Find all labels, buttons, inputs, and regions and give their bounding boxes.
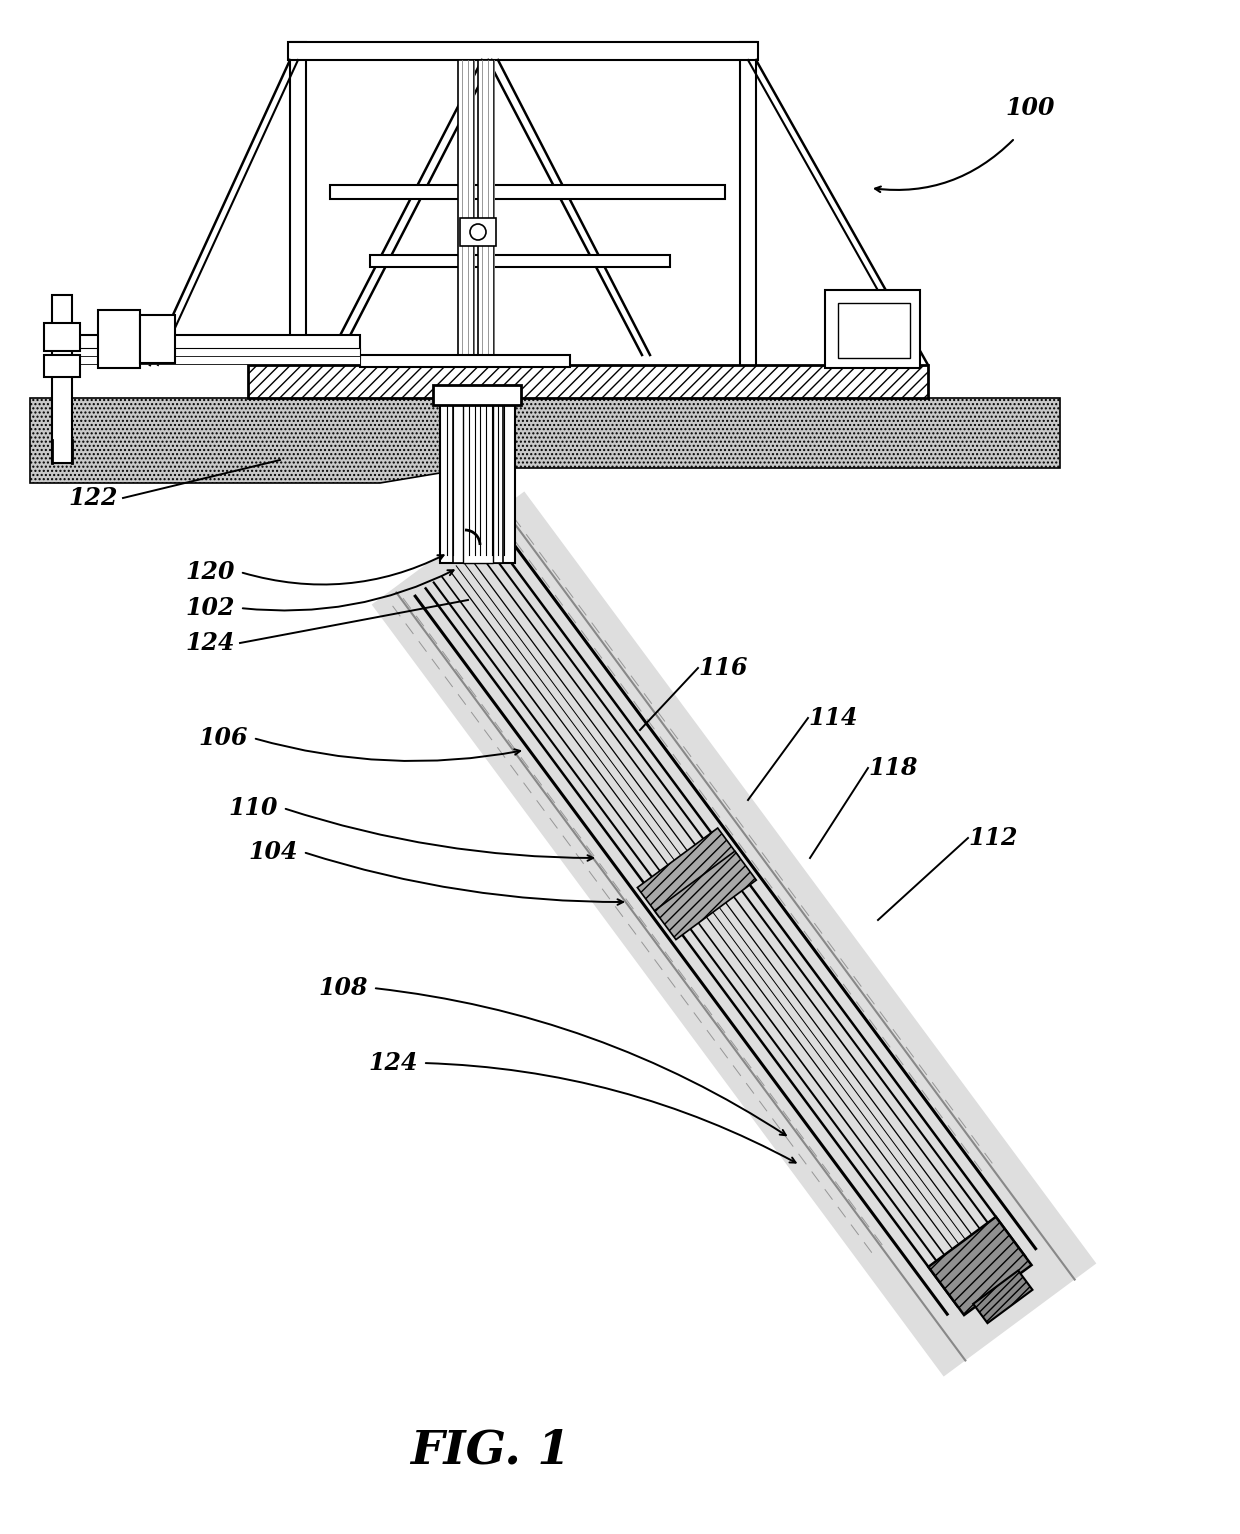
Text: FIG. 1: FIG. 1 <box>410 1427 570 1473</box>
Polygon shape <box>372 491 1096 1376</box>
Polygon shape <box>929 1216 1032 1315</box>
Bar <box>433 385 521 405</box>
Bar <box>825 290 920 368</box>
Bar <box>477 60 494 397</box>
Bar <box>360 354 570 367</box>
Bar <box>453 394 503 563</box>
Text: 106: 106 <box>198 726 248 750</box>
Bar <box>52 295 72 463</box>
Polygon shape <box>973 1270 1033 1324</box>
Text: 104: 104 <box>248 841 298 864</box>
Bar <box>248 365 928 397</box>
Bar <box>290 41 306 367</box>
Text: 122: 122 <box>68 486 118 509</box>
Text: 116: 116 <box>698 657 748 680</box>
Bar <box>838 304 910 357</box>
Bar <box>370 255 670 267</box>
Bar <box>330 186 725 199</box>
Polygon shape <box>655 851 756 940</box>
Bar <box>72 334 360 350</box>
Text: 120: 120 <box>185 560 234 584</box>
Text: 110: 110 <box>228 796 278 821</box>
Bar <box>43 324 81 351</box>
Bar <box>458 60 474 397</box>
Polygon shape <box>30 397 440 483</box>
Bar <box>72 348 360 357</box>
Text: 102: 102 <box>185 597 234 620</box>
Text: 124: 124 <box>368 1051 418 1075</box>
Polygon shape <box>490 397 1060 468</box>
Bar <box>72 356 360 364</box>
Text: 118: 118 <box>868 756 918 779</box>
Circle shape <box>470 224 486 239</box>
Text: 124: 124 <box>185 630 234 655</box>
Polygon shape <box>637 828 739 916</box>
Bar <box>140 314 175 364</box>
Bar <box>288 41 758 60</box>
Text: 100: 100 <box>1004 97 1054 120</box>
Bar <box>43 354 81 377</box>
Bar <box>740 41 756 367</box>
Bar <box>440 394 515 563</box>
Bar <box>463 394 494 563</box>
Text: 108: 108 <box>317 976 367 1000</box>
Bar <box>98 310 140 368</box>
Text: 114: 114 <box>808 706 858 730</box>
Bar <box>460 218 496 245</box>
Text: 112: 112 <box>968 825 1018 850</box>
